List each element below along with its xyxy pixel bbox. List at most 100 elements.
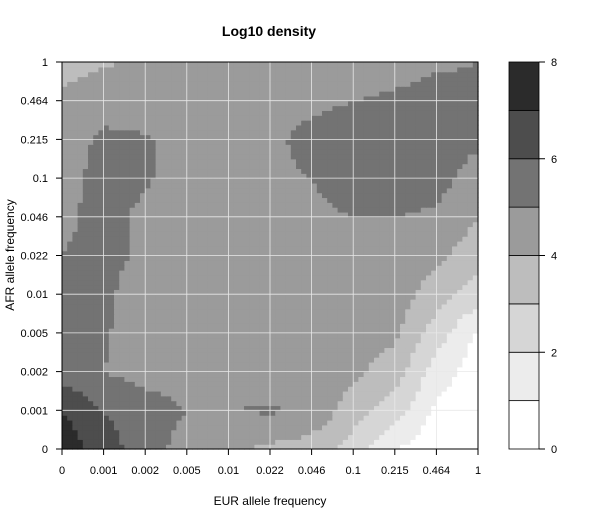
density-cell xyxy=(249,187,255,194)
density-cell xyxy=(342,303,349,310)
density-cell xyxy=(374,444,380,450)
density-cell xyxy=(327,386,333,392)
density-cell xyxy=(400,270,406,276)
density-cell xyxy=(301,231,307,237)
density-cell xyxy=(166,357,172,363)
density-cell xyxy=(192,308,198,315)
density-cell xyxy=(254,289,261,295)
density-cell xyxy=(150,182,157,189)
density-cell xyxy=(88,211,94,218)
density-cell xyxy=(348,178,354,184)
density-cell xyxy=(394,216,401,223)
density-cell xyxy=(322,313,328,319)
density-cell xyxy=(150,289,157,295)
density-cell xyxy=(384,361,391,368)
density-cell xyxy=(155,245,162,252)
density-cell xyxy=(150,187,157,194)
density-cell xyxy=(181,366,188,373)
density-cell xyxy=(379,347,385,353)
density-cell xyxy=(337,299,344,305)
density-cell xyxy=(327,424,333,431)
density-cell xyxy=(93,221,99,228)
density-cell xyxy=(62,240,68,247)
density-cell xyxy=(285,207,292,213)
density-cell xyxy=(145,226,151,232)
density-cell xyxy=(301,352,307,358)
density-cell xyxy=(405,216,411,223)
density-cell xyxy=(457,328,463,334)
density-cell xyxy=(93,158,99,165)
density-cell xyxy=(82,313,89,319)
density-cell xyxy=(410,236,417,242)
density-cell xyxy=(363,192,370,199)
density-cell xyxy=(322,429,328,436)
density-cell xyxy=(431,240,437,247)
density-cell xyxy=(171,434,177,440)
density-cell xyxy=(72,158,79,165)
density-cell xyxy=(436,260,443,266)
density-cell xyxy=(145,153,151,160)
density-cell xyxy=(67,270,73,276)
density-cell xyxy=(452,236,458,242)
density-cell xyxy=(129,284,136,290)
density-cell xyxy=(296,357,302,363)
density-cell xyxy=(374,221,380,228)
density-cell xyxy=(207,274,214,281)
density-cell xyxy=(93,332,99,339)
density-cell xyxy=(374,366,380,373)
density-cell xyxy=(311,178,318,184)
density-cell xyxy=(332,371,339,378)
density-cell xyxy=(145,221,151,228)
density-cell xyxy=(426,352,432,358)
density-cell xyxy=(280,444,287,450)
density-cell xyxy=(457,434,463,440)
density-cell xyxy=(389,260,396,266)
density-cell xyxy=(280,419,287,426)
density-cell xyxy=(129,250,136,257)
density-cell xyxy=(472,332,479,339)
density-cell xyxy=(212,318,219,324)
density-cell xyxy=(108,328,115,334)
density-cell xyxy=(327,158,333,165)
density-cell xyxy=(410,303,417,310)
density-cell xyxy=(358,226,365,232)
density-cell xyxy=(358,357,365,363)
density-cell xyxy=(420,236,427,242)
density-cell xyxy=(249,347,255,353)
density-cell xyxy=(233,313,240,319)
density-cell xyxy=(353,270,359,276)
density-cell xyxy=(171,197,177,203)
density-cell xyxy=(129,318,136,324)
density-cell xyxy=(103,424,110,431)
density-cell xyxy=(233,303,240,310)
density-cell xyxy=(374,270,380,276)
density-cell xyxy=(202,221,209,228)
density-cell xyxy=(228,250,235,257)
density-cell xyxy=(368,405,375,411)
density-cell xyxy=(384,245,391,252)
density-cell xyxy=(441,236,448,242)
density-cell xyxy=(275,216,281,223)
density-cell xyxy=(374,168,380,174)
density-cell xyxy=(332,270,339,276)
density-cell xyxy=(384,284,391,290)
density-cell xyxy=(186,405,193,411)
density-cell xyxy=(441,439,448,445)
density-cell xyxy=(212,153,219,160)
density-cell xyxy=(166,216,172,223)
density-cell xyxy=(410,270,417,276)
density-cell xyxy=(426,439,432,445)
density-cell xyxy=(192,303,198,310)
density-cell xyxy=(103,173,110,179)
density-cell xyxy=(264,221,271,228)
density-cell xyxy=(197,308,203,315)
density-cell xyxy=(67,342,73,349)
density-cell xyxy=(82,279,89,286)
density-cell xyxy=(129,265,136,271)
density-cell xyxy=(254,236,261,242)
density-cell xyxy=(426,192,432,199)
density-cell xyxy=(285,419,292,426)
density-cell xyxy=(462,299,469,305)
density-cell xyxy=(462,371,469,378)
density-cell xyxy=(420,192,427,199)
